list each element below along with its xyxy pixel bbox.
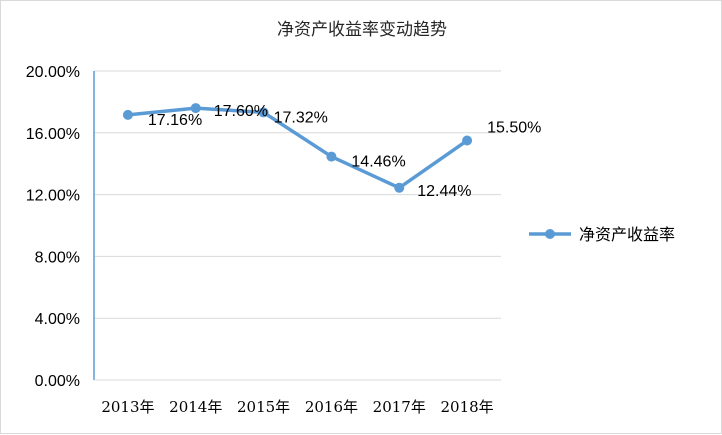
data-point	[394, 182, 405, 193]
legend-marker	[545, 229, 555, 239]
chart-title: 净资产收益率变动趋势	[277, 20, 447, 40]
data-point	[190, 103, 201, 114]
x-tick-label: 2017年	[373, 398, 426, 416]
x-axis-ticks: 2013年 2014年 2015年 2016年 2017年 2018年	[101, 398, 493, 416]
legend-label: 净资产收益率	[579, 225, 675, 244]
y-axis-ticks: 0.00% 4.00% 8.00% 12.00% 16.00% 20.00%	[26, 64, 80, 390]
data-label: 14.46%	[351, 154, 405, 171]
data-label: 12.44%	[417, 183, 471, 200]
x-tick-label: 2018年	[440, 398, 493, 416]
x-tick-label: 2013年	[101, 398, 154, 416]
y-tick-label: 16.00%	[26, 126, 80, 143]
x-tick-label: 2016年	[305, 398, 358, 416]
y-tick-label: 12.00%	[26, 188, 80, 205]
y-tick-label: 20.00%	[26, 64, 80, 81]
data-label: 17.16%	[148, 112, 202, 129]
gridlines	[94, 70, 501, 319]
legend: 净资产收益率	[529, 225, 675, 244]
series-group	[122, 103, 473, 193]
axes	[93, 71, 501, 381]
data-label: 17.60%	[214, 103, 268, 120]
x-tick-label: 2014年	[169, 398, 222, 416]
data-point	[326, 151, 337, 162]
x-tick-label: 2015年	[237, 398, 290, 416]
series-line	[127, 106, 469, 190]
data-label: 15.50%	[487, 120, 541, 137]
y-tick-label: 0.00%	[35, 373, 80, 390]
y-tick-label: 4.00%	[35, 311, 80, 328]
data-labels: 17.16% 17.60% 17.32% 14.46% 12.44% 15.50%	[148, 103, 541, 200]
data-label: 17.32%	[274, 109, 328, 126]
data-point	[462, 135, 473, 146]
data-point	[122, 109, 133, 120]
data-point	[258, 107, 269, 118]
y-tick-label: 8.00%	[35, 249, 80, 266]
